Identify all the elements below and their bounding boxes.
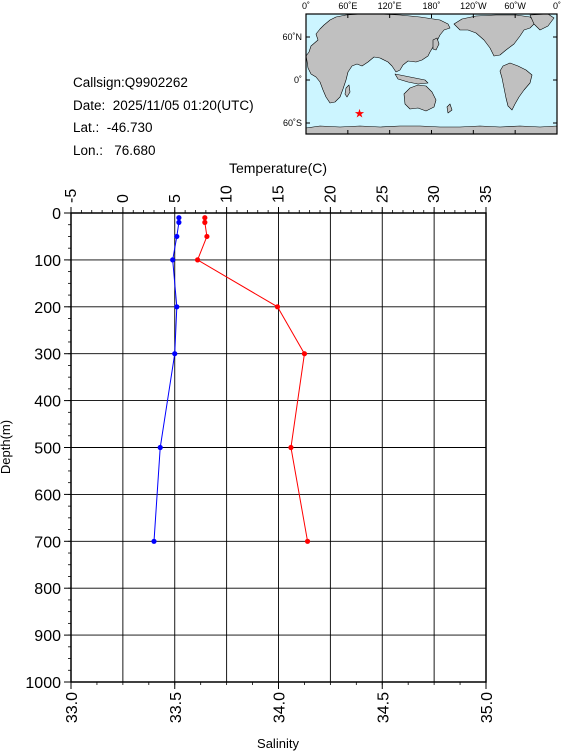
depth-tick-label: 600: [34, 487, 61, 504]
temperature-data-point: [202, 215, 208, 221]
salinity-data-point: [174, 304, 180, 310]
y-axis-title: Depth(m): [0, 420, 13, 474]
salinity-tick-label: 35.0: [479, 692, 496, 723]
temperature-data-point: [204, 233, 210, 240]
temperature-tick-label: 35: [478, 185, 495, 203]
temperature-data-point: [288, 444, 294, 451]
salinity-data-point: [176, 215, 182, 221]
land-indonesia: [394, 73, 429, 85]
station-marker: ★: [354, 106, 365, 120]
map-lat-label: 60˚S: [283, 118, 302, 128]
depth-tick-label: 300: [34, 347, 61, 364]
depth-tick-label: 400: [34, 394, 61, 411]
temperature-tick-label: 20: [322, 185, 339, 203]
temperature-profile-line: [196, 217, 309, 542]
depth-tick-label: 0: [52, 206, 61, 223]
map-lon-label: 60˚W: [504, 1, 526, 11]
depth-tick-label: 700: [34, 534, 61, 551]
salinity-data-point: [174, 233, 180, 240]
temperature-data-point: [274, 304, 281, 310]
map-lat-label: 0˚: [294, 75, 302, 85]
salinity-tick-label: 33.5: [168, 692, 185, 723]
temperature-tick-label: 0: [115, 194, 132, 203]
temperature-data-point: [304, 538, 311, 544]
station-info: Callsign:Q9902262 Date: 2025/11/05 01:20…: [73, 72, 254, 162]
salinity-data-point: [170, 257, 176, 263]
salinity-data-point: [151, 538, 157, 544]
temperature-data-point: [194, 257, 201, 263]
depth-tick-label: 500: [34, 441, 61, 458]
land-japan: [432, 37, 440, 51]
grid-lines: [70, 212, 487, 683]
salinity-tick-label: 34.0: [272, 692, 289, 723]
temperature-data-point: [301, 351, 308, 357]
map-lon-label: 120˚E: [378, 1, 402, 11]
depth-tick-label: 1000: [25, 675, 61, 692]
temperature-tick-label: 15: [271, 185, 288, 203]
depth-tick-label: 200: [34, 300, 61, 317]
salinity-tick-label: 33.0: [64, 692, 81, 723]
series-layer: [151, 215, 311, 544]
salinity-tick-label: 34.5: [375, 692, 392, 723]
map-lat-label: 60˚N: [282, 32, 302, 42]
map-lon-label: 180˚: [422, 1, 440, 11]
temperature-tick-label: -5: [63, 189, 80, 203]
temperature-tick-label: 5: [167, 194, 184, 203]
land-madagascar: [344, 84, 351, 98]
map-lon-label: 0˚: [553, 1, 561, 11]
map-lon-label: 120˚W: [460, 1, 487, 11]
land-africa-eurasia: [305, 13, 451, 104]
axis-ticks: [64, 207, 487, 689]
land-new-zealand: [446, 103, 453, 114]
land-australia: [403, 84, 437, 112]
longitude-text: Lon.: 76.680: [73, 142, 156, 158]
depth-tick-label: 900: [34, 628, 61, 645]
date-text: Date: 2025/11/05 01:20(UTC): [73, 97, 254, 113]
depth-tick-label: 100: [34, 253, 61, 270]
temperature-data-point: [202, 219, 208, 225]
land-south-america: [499, 62, 533, 111]
salinity-data-point: [157, 444, 163, 451]
map-ticks: [305, 14, 558, 134]
callsign-text: Callsign:Q9902262: [73, 75, 188, 90]
top-axis-title: Temperature(C): [229, 160, 327, 176]
depth-tick-label: 800: [34, 581, 61, 598]
map-land: [305, 13, 558, 135]
salinity-data-point: [176, 219, 182, 225]
temperature-tick-label: 25: [374, 185, 391, 203]
map-lon-label: 60˚E: [338, 1, 357, 11]
temperature-tick-label: 30: [426, 185, 443, 203]
latitude-text: Lat.: -46.730: [73, 120, 153, 135]
map-latitude-labels: 60˚N 0˚ 60˚S: [282, 32, 302, 128]
temperature-tick-label: 10: [219, 185, 236, 203]
tick-labels: -5 0 5 10 15 20 25 30 35010020030040050060070080…: [25, 185, 496, 723]
salinity-data-point: [172, 351, 178, 357]
land-north-america: [453, 14, 537, 57]
bottom-axis-title: Salinity: [257, 736, 299, 751]
map-lon-label: 0˚: [302, 1, 310, 11]
map-longitude-labels: 0˚ 60˚E 120˚E 180˚ 120˚W 60˚W 0˚: [302, 1, 561, 11]
